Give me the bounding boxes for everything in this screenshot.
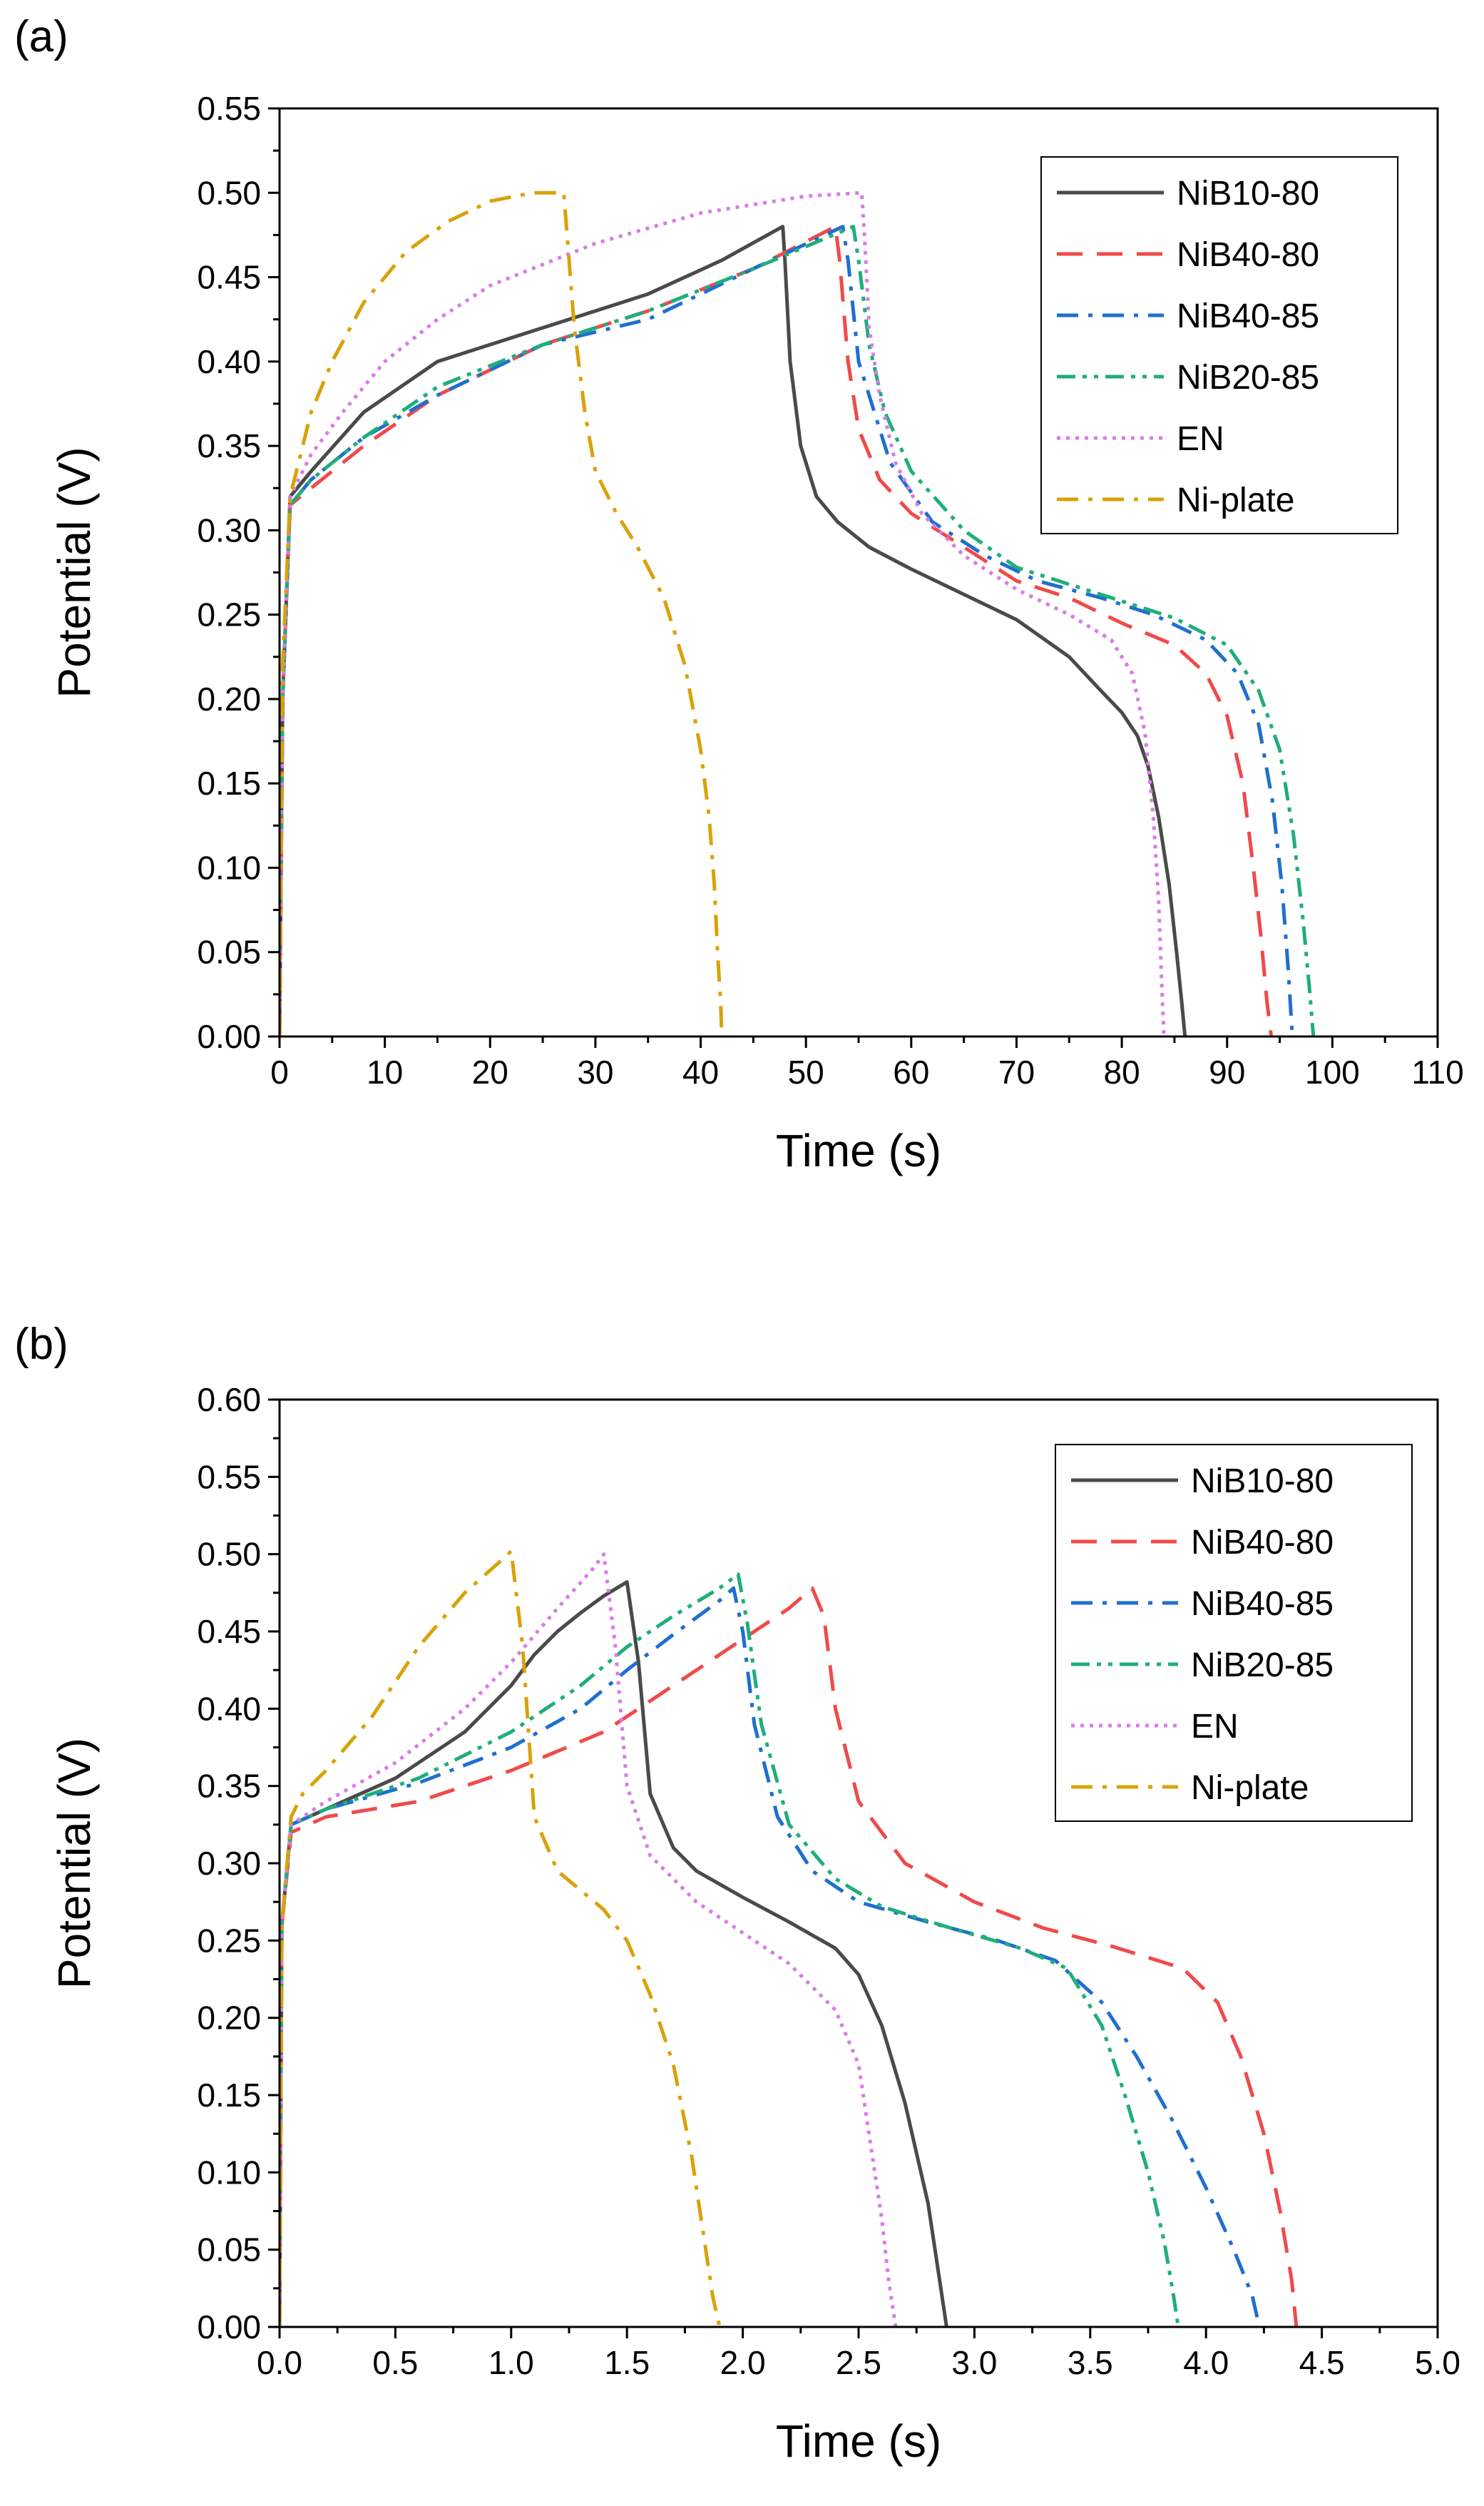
y-tick-label-b: 0.40 [197, 1690, 261, 1727]
panel-label-b: (b) [14, 1320, 68, 1369]
x-tick-label-b: 2.0 [720, 2344, 766, 2381]
y-tick-label-a: 0.35 [197, 427, 261, 464]
y-tick-label-b: 0.15 [197, 2077, 261, 2114]
legend-label-nib40-80-b: NiB40-80 [1191, 1524, 1334, 1562]
x-tick-label-a: 110 [1411, 1054, 1463, 1091]
x-tick-label-b: 1.0 [488, 2344, 534, 2381]
legend-label-nib20-85-a: NiB20-85 [1177, 359, 1319, 397]
x-tick-label-a: 100 [1305, 1054, 1360, 1091]
legend-b: NiB10-80 NiB40-80 NiB40-85 NiB20-85 EN Ni-pla… [1055, 1444, 1413, 1822]
x-tick-label-a: 90 [1209, 1054, 1245, 1091]
x-tick-label-b: 2.5 [836, 2344, 881, 2381]
series-line-ni-plate-a [280, 190, 724, 1037]
x-tick-label-b: 3.5 [1068, 2344, 1113, 2381]
x-tick-label-a: 60 [893, 1054, 929, 1091]
y-tick-label-b: 0.45 [197, 1613, 261, 1650]
legend-label-en-a: EN [1177, 420, 1224, 458]
x-tick-label-a: 30 [577, 1054, 613, 1091]
x-axis-title-a: Time (s) [776, 1125, 941, 1176]
legend-label-nib40-80-a: NiB40-80 [1177, 236, 1319, 274]
x-tick-label-a: 20 [472, 1054, 508, 1091]
series-line-nib20-85-b [280, 1572, 1180, 2328]
x-tick-label-b: 0.5 [372, 2344, 418, 2381]
x-tick-label-a: 80 [1104, 1054, 1140, 1091]
y-tick-label-a: 0.20 [197, 681, 261, 718]
x-tick-label-b: 4.5 [1299, 2344, 1345, 2381]
y-tick-label-a: 0.25 [197, 596, 261, 633]
series-line-en-a [280, 190, 1166, 1037]
y-tick-label-b: 0.35 [197, 1768, 261, 1805]
x-tick-label-a: 40 [682, 1054, 719, 1091]
legend-label-ni-plate-b: Ni-plate [1191, 1769, 1309, 1807]
x-tick-label-a: 10 [367, 1054, 403, 1091]
series-line-nib40-80-b [280, 1586, 1299, 2328]
x-tick-label-b: 5.0 [1415, 2344, 1460, 2381]
y-tick-label-b: 0.25 [197, 1922, 261, 1959]
y-tick-label-a: 0.15 [197, 765, 261, 802]
y-tick-label-a: 0.05 [197, 934, 261, 971]
y-tick-label-a: 0.30 [197, 511, 261, 549]
x-tick-label-b: 0.0 [257, 2344, 302, 2381]
x-tick-label-a: 50 [788, 1054, 824, 1091]
y-axis-title-a: Potential (V) [48, 447, 100, 698]
x-tick-label-b: 1.5 [604, 2344, 650, 2381]
y-tick-label-b: 0.20 [197, 2000, 261, 2037]
chart-a: 0 10 20 30 40 50 60 70 80 90 100 110 0.00 0.05 0.10 0.1… [48, 90, 1464, 1176]
legend-label-nib40-85-a: NiB40-85 [1177, 297, 1319, 335]
series-line-ni-plate-b [280, 1549, 722, 2328]
legend-box-a [1040, 156, 1398, 534]
y-tick-label-b: 0.60 [197, 1381, 261, 1418]
legend-label-nib10-80-b: NiB10-80 [1191, 1462, 1334, 1500]
y-tick-label-a: 0.45 [197, 259, 261, 296]
x-tick-label-a: 70 [998, 1054, 1035, 1091]
y-tick-label-a: 0.10 [197, 849, 261, 886]
legend-box-b [1055, 1444, 1413, 1822]
series-line-nib20-85-a [280, 225, 1316, 1037]
x-axis-title-b: Time (s) [776, 2415, 941, 2467]
y-tick-label-a: 0.50 [197, 174, 261, 211]
legend-label-ni-plate-a: Ni-plate [1177, 482, 1294, 519]
y-tick-label-b: 0.30 [197, 1845, 261, 1882]
series-line-en-b [280, 1552, 898, 2328]
panel-label-a: (a) [14, 12, 68, 61]
y-tick-label-b: 0.55 [197, 1458, 261, 1495]
legend-label-nib10-80-a: NiB10-80 [1177, 175, 1319, 213]
y-tick-label-a: 0.55 [197, 90, 261, 127]
series-line-nib10-80-b [280, 1580, 948, 2328]
y-axis-title-b: Potential (V) [48, 1738, 100, 1989]
legend-label-nib40-85-b: NiB40-85 [1191, 1585, 1334, 1623]
legend-label-nib20-85-b: NiB20-85 [1191, 1646, 1334, 1684]
x-tick-label-b: 4.0 [1183, 2344, 1229, 2381]
legend-label-en-b: EN [1191, 1708, 1239, 1746]
y-tick-label-b: 0.50 [197, 1536, 261, 1573]
x-tick-label-b: 3.0 [951, 2344, 997, 2381]
y-tick-label-b: 0.00 [197, 2308, 261, 2345]
y-tick-label-a: 0.00 [197, 1018, 261, 1055]
chart-b: 0.0 0.5 1.0 1.5 2.0 2.5 3.0 3.5 4.0 4.5 5.0 0.00 0.0… [48, 1381, 1460, 2467]
series-line-nib40-85-b [280, 1586, 1262, 2328]
y-tick-label-b: 0.05 [197, 2231, 261, 2268]
series-line-nib40-80-a [280, 225, 1274, 1037]
y-tick-label-a: 0.40 [197, 343, 261, 380]
y-tick-label-b: 0.10 [197, 2154, 261, 2191]
x-tick-label-a: 0 [270, 1054, 289, 1091]
legend-a: NiB10-80 NiB40-80 NiB40-85 NiB20-85 EN Ni-pla… [1040, 156, 1398, 534]
